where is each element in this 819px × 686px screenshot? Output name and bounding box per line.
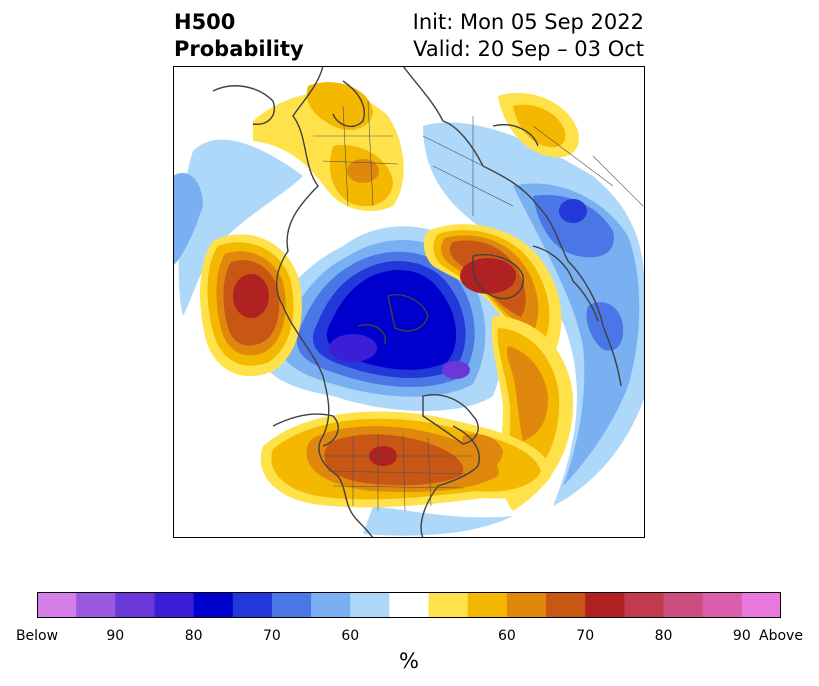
coastlines bbox=[212, 66, 622, 538]
colorbar-swatch bbox=[115, 592, 155, 618]
colorbar-tick-label: 70 bbox=[576, 628, 595, 644]
colorbar-tick-label: Above bbox=[759, 628, 803, 644]
colorbar-frame bbox=[37, 592, 781, 618]
colorbar-swatch bbox=[546, 592, 586, 618]
probability-map bbox=[173, 66, 645, 538]
colorbar-swatch bbox=[311, 592, 351, 618]
colorbar-tick-label: 90 bbox=[106, 628, 125, 644]
map-frame bbox=[173, 66, 645, 538]
colorbar-swatch bbox=[506, 592, 547, 618]
colorbar-swatch bbox=[193, 592, 234, 618]
map-canvas bbox=[173, 66, 645, 538]
colorbar-tick-label: 60 bbox=[341, 628, 360, 644]
colorbar-tick-label: 80 bbox=[184, 628, 203, 644]
colorbar-tick-label: 80 bbox=[654, 628, 673, 644]
colorbar-swatch bbox=[428, 592, 469, 618]
below-normal-zone-arctic-ring bbox=[260, 226, 504, 411]
title-line-1: H500 bbox=[174, 10, 236, 34]
below-normal-zone-west bbox=[173, 139, 303, 316]
colorbar-swatch bbox=[624, 592, 665, 618]
colorbar-swatch bbox=[663, 592, 704, 618]
borders bbox=[313, 100, 644, 512]
colorbar-swatch bbox=[702, 592, 743, 618]
init-date-label: Init: Mon 05 Sep 2022 bbox=[412, 10, 644, 34]
colorbar-swatch bbox=[389, 592, 430, 618]
colorbar-tick-label: 90 bbox=[732, 628, 751, 644]
date-info: Init: Mon 05 Sep 2022 Valid: 20 Sep – 03… bbox=[413, 9, 644, 63]
colorbar bbox=[37, 592, 781, 618]
below-normal-zone-east bbox=[363, 122, 645, 536]
colorbar-tick-label: Below bbox=[15, 628, 59, 644]
colorbar-swatch bbox=[271, 592, 312, 618]
valid-date-label: Valid: 20 Sep – 03 Oct bbox=[413, 37, 644, 61]
colorbar-swatch bbox=[350, 592, 390, 618]
colorbar-svg bbox=[37, 592, 781, 618]
colorbar-swatch bbox=[467, 592, 508, 618]
colorbar-swatch bbox=[37, 592, 77, 618]
above-normal-siberia bbox=[498, 92, 579, 158]
colorbar-swatch bbox=[154, 592, 195, 618]
colorbar-swatch bbox=[741, 592, 781, 618]
above-normal-bering bbox=[199, 234, 302, 377]
colorbar-swatch bbox=[232, 592, 273, 618]
colorbar-tick-label: 70 bbox=[263, 628, 281, 644]
title-line-2: Probability bbox=[174, 37, 304, 61]
colorbar-swatch bbox=[76, 592, 116, 618]
colorbar-swatch bbox=[585, 592, 625, 618]
colorbar-unit-label: % bbox=[399, 649, 419, 673]
colorbar-tick-label: 60 bbox=[497, 628, 516, 644]
chart-title: H500 Probability bbox=[174, 9, 304, 63]
